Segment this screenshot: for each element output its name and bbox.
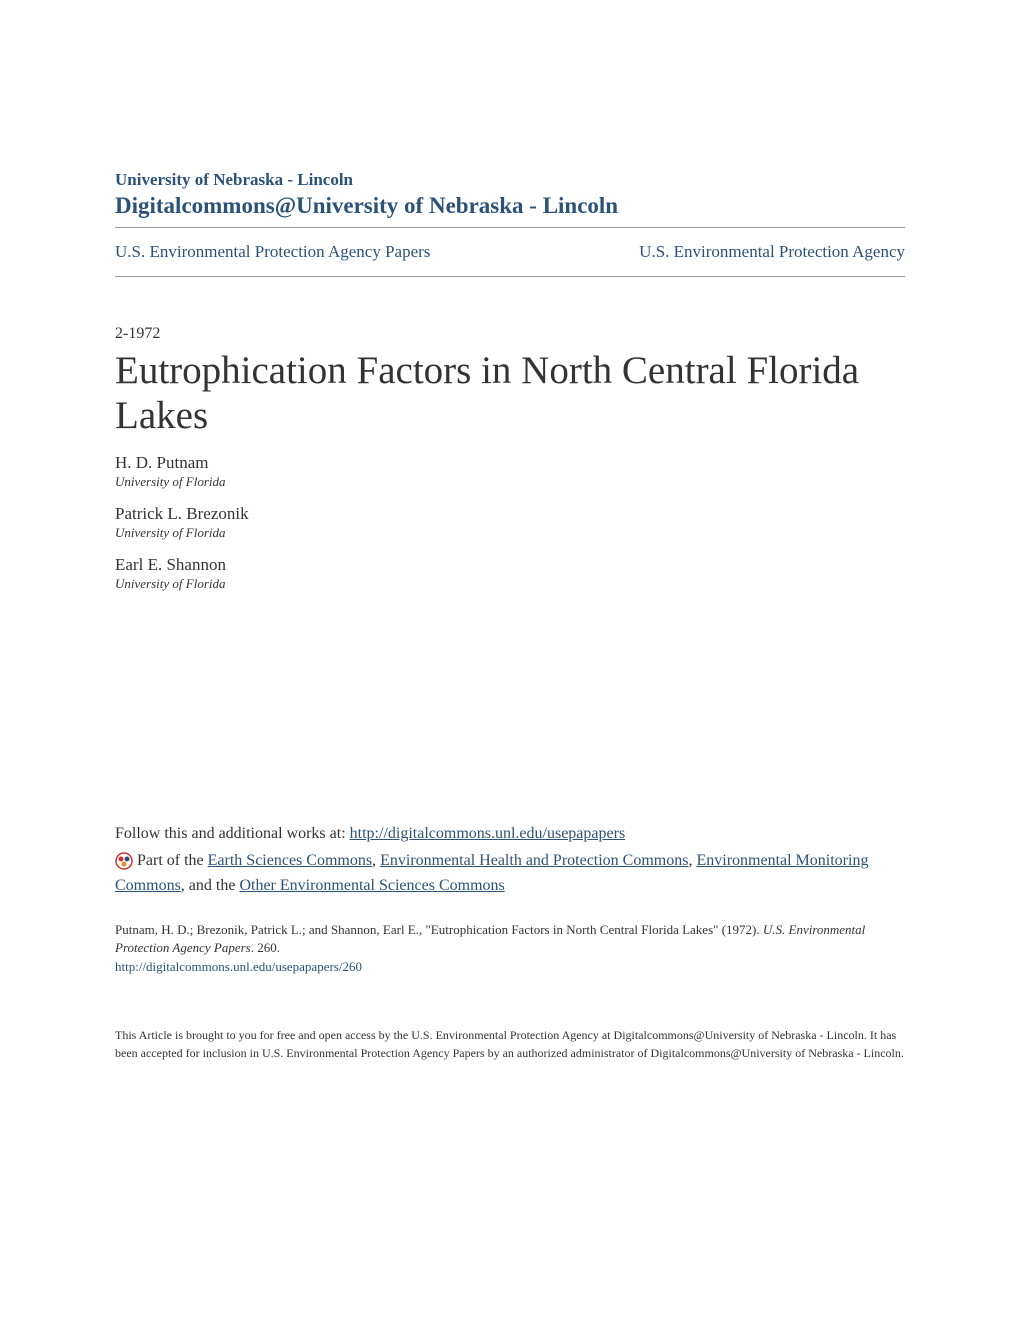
nav-link-community[interactable]: U.S. Environmental Protection Agency bbox=[639, 242, 905, 262]
and-the: , and the bbox=[181, 877, 240, 894]
author-block-3: Earl E. Shannon University of Florida bbox=[115, 555, 905, 592]
commons-link-2[interactable]: Environmental Health and Protection Comm… bbox=[380, 852, 688, 869]
author-name: Patrick L. Brezonik bbox=[115, 504, 905, 524]
network-icon bbox=[115, 852, 133, 870]
part-of-line: Part of the Earth Sciences Commons, Envi… bbox=[115, 848, 905, 899]
nav-link-collection[interactable]: U.S. Environmental Protection Agency Pap… bbox=[115, 242, 430, 262]
divider-bottom bbox=[115, 276, 905, 277]
part-of-prefix: Part of the bbox=[137, 852, 208, 869]
author-affiliation: University of Florida bbox=[115, 576, 905, 592]
nav-row: U.S. Environmental Protection Agency Pap… bbox=[115, 228, 905, 276]
separator: , bbox=[372, 852, 380, 869]
follow-section: Follow this and additional works at: htt… bbox=[115, 822, 905, 899]
university-name[interactable]: University of Nebraska - Lincoln bbox=[115, 170, 905, 190]
follow-url-link[interactable]: http://digitalcommons.unl.edu/usepapaper… bbox=[350, 825, 626, 842]
footer-section: This Article is brought to you for free … bbox=[115, 1026, 905, 1062]
citation-text-start: Putnam, H. D.; Brezonik, Patrick L.; and… bbox=[115, 922, 763, 937]
publication-date: 2-1972 bbox=[115, 325, 905, 343]
citation-text-end: . 260. bbox=[251, 940, 280, 955]
author-affiliation: University of Florida bbox=[115, 474, 905, 490]
commons-link-1[interactable]: Earth Sciences Commons bbox=[208, 852, 372, 869]
commons-link-4[interactable]: Other Environmental Sciences Commons bbox=[239, 877, 504, 894]
author-name: H. D. Putnam bbox=[115, 453, 905, 473]
citation-url-link[interactable]: http://digitalcommons.unl.edu/usepapaper… bbox=[115, 958, 905, 976]
author-block-1: H. D. Putnam University of Florida bbox=[115, 453, 905, 490]
header-section: University of Nebraska - Lincoln Digital… bbox=[115, 170, 905, 227]
author-block-2: Patrick L. Brezonik University of Florid… bbox=[115, 504, 905, 541]
follow-prefix: Follow this and additional works at: bbox=[115, 825, 350, 842]
footer-text: This Article is brought to you for free … bbox=[115, 1028, 904, 1060]
repository-name[interactable]: Digitalcommons@University of Nebraska - … bbox=[115, 193, 905, 227]
author-name: Earl E. Shannon bbox=[115, 555, 905, 575]
author-affiliation: University of Florida bbox=[115, 525, 905, 541]
article-title: Eutrophication Factors in North Central … bbox=[115, 349, 905, 439]
follow-line: Follow this and additional works at: htt… bbox=[115, 822, 905, 846]
citation-section: Putnam, H. D.; Brezonik, Patrick L.; and… bbox=[115, 921, 905, 977]
